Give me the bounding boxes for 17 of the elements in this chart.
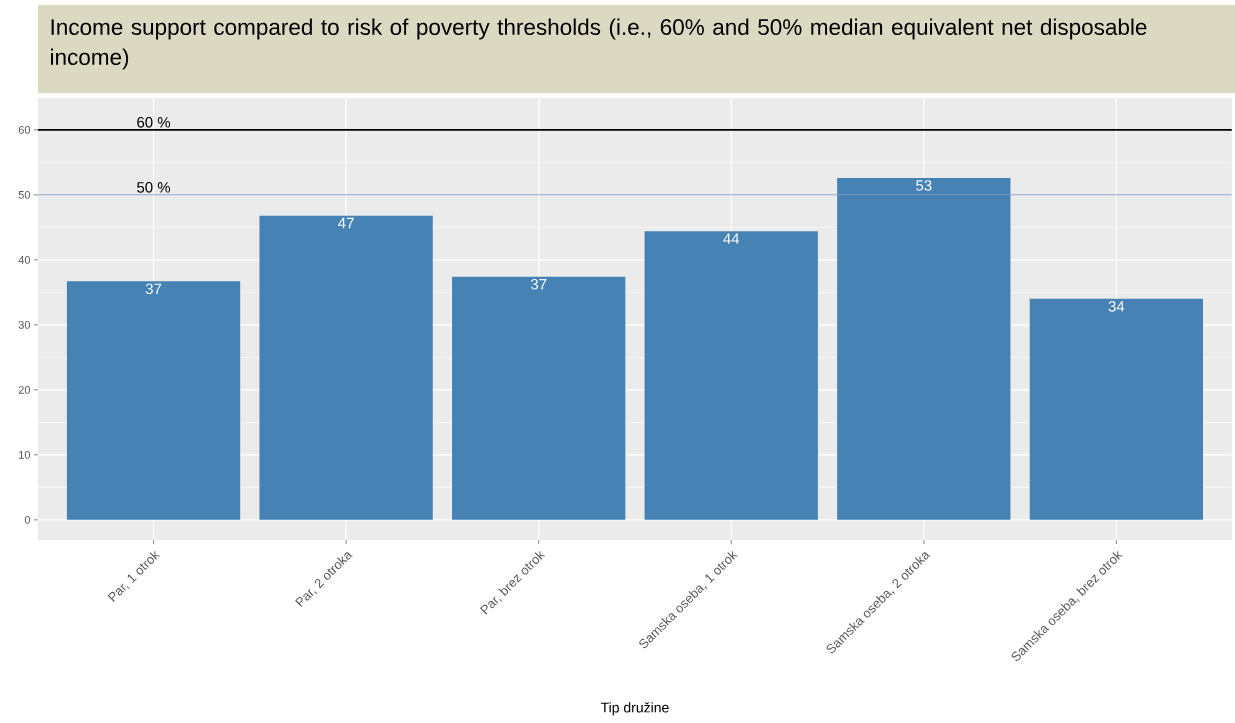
ref-line-label: 50 %: [137, 182, 171, 193]
data-label: 47: [338, 217, 354, 229]
y-tick-label: 60: [18, 125, 31, 134]
data-label: 44: [723, 233, 740, 244]
y-tick-label: 0: [24, 515, 31, 524]
y-tick-label: 50: [18, 190, 31, 199]
y-tick-label: 20: [18, 385, 31, 394]
y-tick-label: 10: [19, 450, 31, 459]
y-tick-label: 30: [18, 320, 31, 329]
chart-title: Income support compared to risk of poverty thresholds (i.e., 60% and 50% median equivalent net disposable income): [51, 18, 1147, 70]
data-label: 53: [916, 180, 932, 191]
data-label: 34: [1108, 301, 1125, 312]
data-label: 37: [530, 278, 547, 290]
data-label: 37: [145, 283, 162, 295]
x-axis-title: Tip družine: [600, 702, 669, 716]
ref-line-label: 60 %: [137, 117, 171, 128]
y-tick-label: 40: [18, 255, 31, 264]
